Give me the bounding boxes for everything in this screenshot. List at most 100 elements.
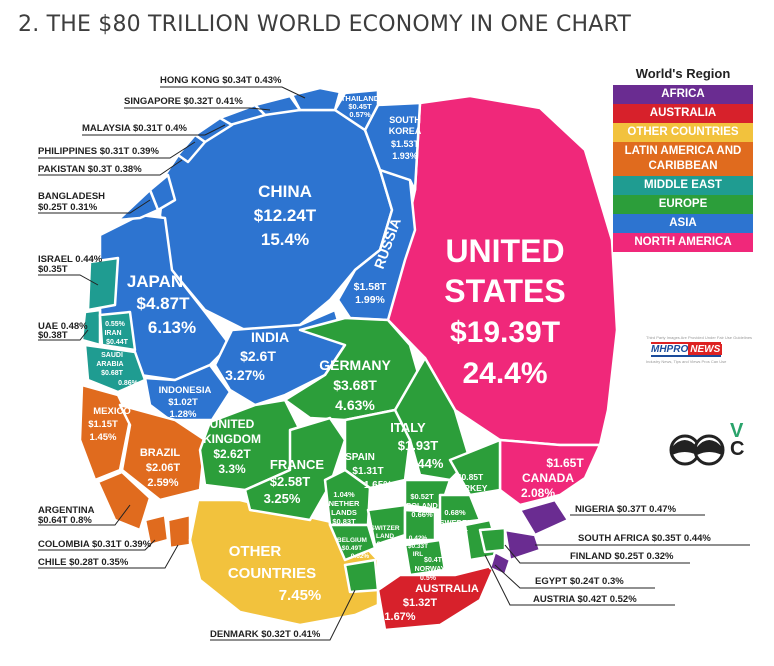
line-bangladesh [38,199,151,214]
callout-colombia: COLOMBIA $0.31T 0.39% [38,539,152,550]
label-uk-1: UNITED [210,417,255,431]
label-poland-name: POLAND [406,501,438,510]
cell-norway [403,538,447,577]
callout-israel-2: $0.35T [38,264,68,275]
label-korea-1: SOUTH [389,115,421,125]
legend-list: AFRICA AUSTRALIA OTHER COUNTRIES LATIN A… [613,85,753,252]
watermark-tagline: Industry News, Tips and Views Pros Can U… [646,359,727,364]
callout-hongkong: HONG KONG $0.34T 0.43% [160,75,282,86]
label-saudi-share: 0.86% [118,380,139,387]
line-israel [38,274,99,286]
callout-singapore: SINGAPORE $0.32T 0.41% [124,96,243,107]
line-philippines [38,141,196,159]
cell-argentina [96,470,152,532]
label-turkey-share: 1.07% [472,494,497,504]
label-russia-value: $1.58T [354,281,387,293]
label-france-name: FRANCE [270,457,324,472]
line-chile [38,544,179,569]
label-japan-share: 6.13% [148,318,196,337]
callout-bangladesh-1: BANGLADESH [38,191,105,202]
logo-news: NEWS [688,344,723,355]
callout-chile: CHILE $0.28T 0.35% [38,557,129,568]
cell-australia [376,563,497,632]
label-belgium-share: 0.62% [351,553,370,560]
cell-turkey [448,438,502,497]
label-korea-value: $1.53T [391,139,420,149]
cell-mexico [78,383,132,482]
label-uk-share: 3.3% [218,462,246,476]
legend-item-australia: AUSTRALIA [613,104,753,123]
label-france-value: $2.58T [270,474,311,489]
callout-denmark: DENMARK $0.32T 0.41% [210,629,321,640]
label-france-share: 3.25% [264,491,301,506]
label-canada-value: $1.65T [546,456,584,470]
callout-malaysia: MALAYSIA $0.31T 0.4% [82,123,187,134]
callout-uae-2: $0.38T [38,330,68,341]
label-china-name: CHINA [258,182,312,201]
label-ireland-name: IRL [413,551,424,558]
label-spain-value: $1.31T [352,466,383,477]
label-ireland-share: 0.42% [409,535,428,542]
cell-sweden [438,493,482,527]
label-india-share: 3.27% [225,367,265,383]
label-china-share: 15.4% [261,230,309,249]
label-us-name-1: UNITED [445,233,564,269]
label-thai-share: 0.57% [349,110,371,119]
brand-letter-c: C [730,438,745,460]
mhpronews-watermark: Third Party Images Are Provided Under Fa… [646,335,752,364]
label-aus-value: $1.32T [403,597,438,609]
cell-uae [80,308,102,347]
cell-saudi [83,343,147,394]
line-colombia [38,539,156,551]
label-aus-share: 1.67% [384,611,415,623]
legend-item-africa: AFRICA [613,85,753,104]
cell-belgium [328,523,377,562]
cell-finland [478,526,507,554]
label-uk-value: $2.62T [213,447,251,461]
callout-lines [38,86,750,641]
label-japan-value: $4.87T [137,294,191,313]
label-spain-name: SPAIN [345,452,375,463]
callout-argentina-2: $0.64T 0.8% [38,515,92,526]
label-saudi-2: ARABIA [96,361,123,368]
brand-letter-v: V [730,420,744,442]
label-russia-share: 1.99% [355,294,385,306]
label-indo-value: $1.02T [168,397,198,408]
cell-denmark [343,558,380,594]
cell-brazil [118,403,207,502]
cell-israel [86,256,120,312]
label-mexico-share: 1.45% [90,432,117,443]
legend-item-north-america: NORTH AMERICA [613,233,753,252]
legend-item-asia: ASIA [613,214,753,233]
label-other-share: 7.45% [279,587,322,604]
label-norway-name: NORWAY [415,566,446,573]
cell-indonesia [143,363,232,422]
line-hongkong [160,86,306,99]
label-china-value: $12.24T [254,206,317,225]
label-norway-share: 0.5% [420,575,437,582]
line-austria [484,554,675,606]
label-italy-name: ITALY [390,420,426,435]
label-iran-value: $0.44T [106,339,129,346]
cell-layer [78,86,619,632]
label-us-value: $19.39T [450,316,560,349]
label-us-name-2: STATES [444,273,565,309]
callout-labels: HONG KONG $0.34T 0.43% SINGAPORE $0.32T … [38,75,711,640]
label-canada-share: 2.08% [521,486,555,500]
line-pakistan [38,159,183,176]
label-brazil-value: $2.06T [146,462,181,474]
callout-philippines: PHILIPPINES $0.31T 0.39% [38,146,159,157]
callout-nigeria: NIGERIA $0.37T 0.47% [575,504,677,515]
label-korea-share: 1.93% [392,151,418,161]
label-sweden-value: $0.54T [444,528,468,537]
legend: World's Region AFRICA AUSTRALIA OTHER CO… [613,66,753,252]
label-italy-value: $1.93T [398,438,439,453]
label-aus-name: AUSTRALIA [415,583,479,595]
label-india-name: INDIA [251,329,289,345]
label-saudi-1: SAUDI [101,352,123,359]
callout-egypt: EGYPT $0.24T 0.3% [535,576,624,587]
cell-colombia [143,513,170,547]
cell-labels: UNITED STATES $19.39T 24.4% CHINA $12.24… [88,94,584,623]
legend-item-middle-east: MIDDLE EAST [613,176,753,195]
